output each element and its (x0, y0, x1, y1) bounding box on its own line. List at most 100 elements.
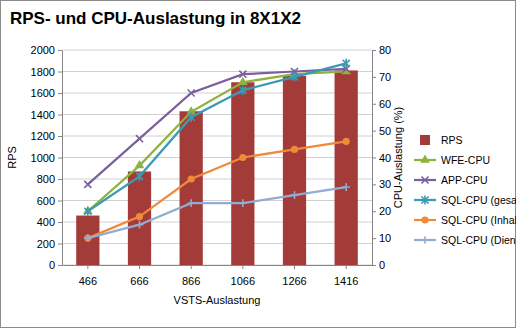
tick-label: 10 (379, 232, 391, 244)
chart-frame (1, 1, 516, 328)
legend-marker (421, 195, 428, 204)
x-axis-title: VSTS-Auslastung (174, 294, 261, 306)
bar (231, 82, 254, 265)
marks (76, 59, 358, 265)
bar (180, 111, 203, 265)
tick: 10 (372, 232, 391, 244)
line (88, 63, 346, 211)
chart: 0200400600800100012001400160018002000010… (0, 0, 516, 328)
marker (84, 207, 91, 216)
tick-label: 70 (379, 71, 391, 83)
marker (343, 138, 350, 145)
tick-mark (372, 158, 376, 159)
tick: 666 (130, 265, 148, 287)
tick-label: 30 (379, 178, 391, 190)
tick: 2000 (31, 44, 62, 56)
marker (239, 86, 246, 95)
tick-label: 1800 (31, 66, 55, 78)
tick-mark (372, 238, 376, 239)
legend-marker (421, 216, 428, 223)
bar (76, 216, 99, 265)
tick-label: 400 (37, 216, 55, 228)
tick: 1000 (31, 152, 62, 164)
legend-label: SQL-CPU (gesamt) (441, 194, 516, 206)
tick: 1400 (31, 109, 62, 121)
bar (335, 70, 358, 265)
grid-line (62, 50, 372, 51)
tick-label: 800 (37, 173, 55, 185)
tick: 50 (372, 125, 391, 137)
legend-label: WFE-CPU (441, 154, 490, 166)
axis-line (62, 51, 63, 266)
marker (291, 72, 298, 81)
tick: 866 (182, 265, 200, 287)
tick: 20 (372, 205, 391, 217)
line (88, 72, 346, 212)
marker (238, 77, 248, 85)
legend-label: RPS (441, 134, 463, 146)
tick-label: 0 (49, 259, 55, 271)
marker (239, 71, 246, 78)
tick-mark (372, 265, 376, 266)
marker (343, 59, 350, 68)
tick-mark (139, 265, 140, 269)
legend-item: SQL-CPU (Dienste) (414, 234, 516, 246)
marker (188, 175, 195, 182)
tick-label: 2000 (31, 44, 55, 56)
legend-label: APP-CPU (441, 174, 488, 186)
grid-line (62, 179, 372, 180)
line (88, 187, 346, 238)
axis-line (63, 265, 373, 266)
grid-line (62, 136, 372, 137)
grid-line (62, 265, 372, 266)
x-axis: 466 666 866 1066 1266 1416 (63, 265, 373, 287)
tick-mark (87, 265, 88, 269)
tick-mark (58, 222, 62, 223)
tick-label: 1066 (231, 275, 255, 287)
grid (62, 50, 372, 265)
marker (136, 135, 143, 142)
line (88, 141, 346, 238)
marker (239, 154, 246, 161)
tick-label: 1400 (31, 109, 55, 121)
tick: 600 (37, 195, 62, 207)
marker (136, 213, 143, 220)
legend-marker (421, 176, 428, 183)
plot: 0200400600800100012001400160018002000010… (31, 44, 392, 287)
marker (84, 234, 92, 242)
tick-mark (372, 184, 376, 185)
tick: 1600 (31, 87, 62, 99)
tick-label: 80 (379, 44, 391, 56)
tick-label: 200 (37, 238, 55, 250)
tick-mark (191, 265, 192, 269)
bar (128, 171, 151, 265)
tick-label: 60 (379, 98, 391, 110)
legend-item: RPS (420, 134, 463, 146)
tick-mark (58, 158, 62, 159)
tick-mark (372, 104, 376, 105)
tick: 200 (37, 238, 62, 250)
marker (84, 181, 91, 188)
tick-label: 666 (130, 275, 148, 287)
marker (291, 146, 298, 153)
grid-line (62, 222, 372, 223)
tick-mark (58, 179, 62, 180)
tick: 1416 (334, 265, 358, 287)
marker (291, 191, 299, 199)
tick-label: 20 (379, 205, 391, 217)
tick-label: 466 (79, 275, 97, 287)
tick-mark (294, 265, 295, 269)
tick: 1800 (31, 66, 62, 78)
legend-item: SQL-CPU (Inhalte) (414, 214, 516, 226)
tick: 466 (79, 265, 97, 287)
legend-item: APP-CPU (414, 174, 488, 186)
tick-label: 1266 (282, 275, 306, 287)
tick-label: 1416 (334, 275, 358, 287)
grid-line (62, 93, 372, 94)
legend-marker (420, 154, 430, 162)
tick-mark (58, 50, 62, 51)
line-series (84, 138, 349, 242)
tick-mark (58, 72, 62, 73)
marker (239, 199, 247, 207)
tick-label: 40 (379, 152, 391, 164)
